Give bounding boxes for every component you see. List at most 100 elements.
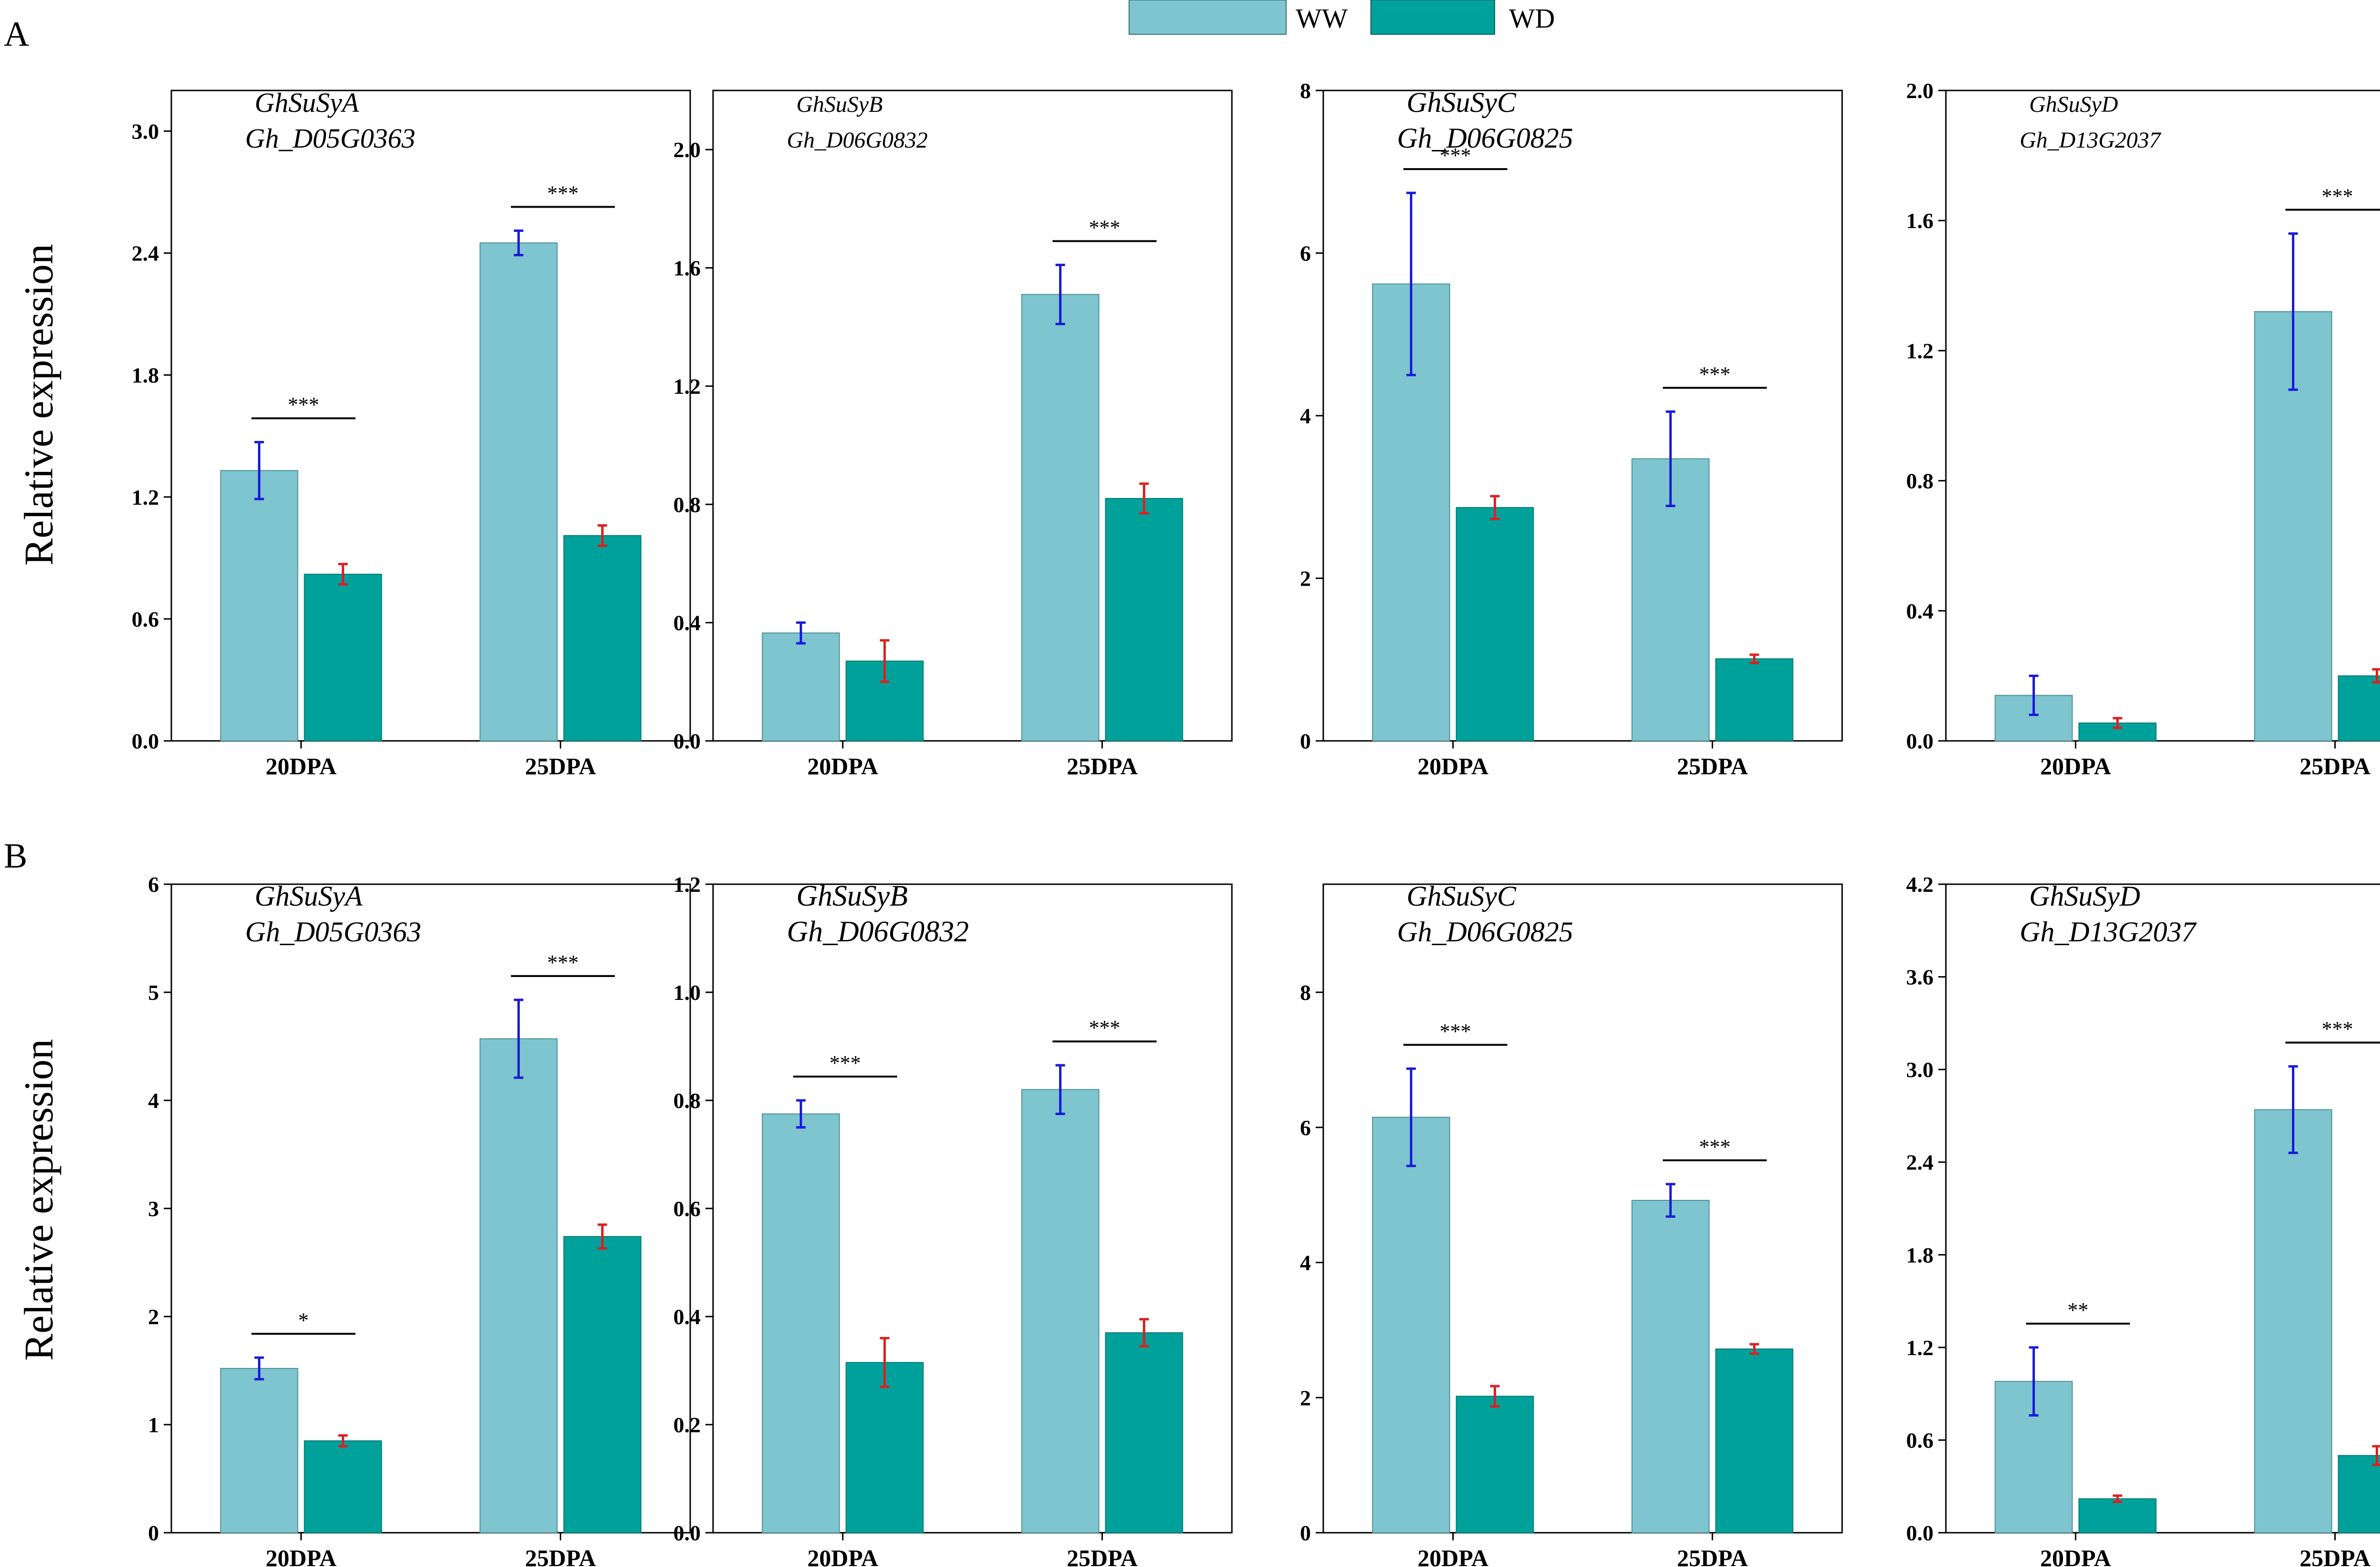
gene-name: GhSuSyB xyxy=(796,92,883,117)
y-tick-label: 0.2 xyxy=(674,1413,701,1437)
ww-bar xyxy=(220,470,298,741)
wd-bar xyxy=(2338,675,2380,742)
x-tick-label: 20DPA xyxy=(2040,1545,2111,1567)
x-tick-label: 20DPA xyxy=(2040,753,2111,779)
wd-bar xyxy=(1456,507,1534,741)
wd-bar xyxy=(563,1236,642,1533)
y-tick-label: 1 xyxy=(148,1413,159,1437)
chart-panel-a-1: 0.0 0.6 1.2 1.8 2.4 3.0 20DPA *** 25DPA *** GhSuSy… xyxy=(132,87,691,779)
y-tick-label: 4 xyxy=(1300,1251,1311,1275)
gene-name: GhSuSyD xyxy=(2029,880,2140,912)
ww-bar xyxy=(479,1038,558,1534)
gene-id: Gh_D13G2037 xyxy=(2020,916,2197,948)
x-tick-label: 25DPA xyxy=(2300,1545,2370,1567)
chart-panels: 0.00.61.21.82.43.020DPA***25DPA***GhSuSy… xyxy=(132,79,2380,1567)
y-tick-label: 0.0 xyxy=(132,729,159,753)
x-tick-label: 25DPA xyxy=(1677,1545,1748,1567)
y-tick-label: 1.2 xyxy=(674,374,701,399)
significance-label: *** xyxy=(2322,185,2353,208)
wd-bar xyxy=(845,660,924,741)
x-tick-label: 20DPA xyxy=(1418,1545,1488,1567)
gene-name: GhSuSyD xyxy=(2029,92,2118,117)
gene-id: Gh_D05G0363 xyxy=(245,916,421,948)
ww-bar xyxy=(220,1367,298,1533)
x-tick-label: 25DPA xyxy=(525,753,596,779)
legend-label-wd: WD xyxy=(1509,3,1555,34)
y-tick-label: 2 xyxy=(1300,567,1311,591)
x-tick-label: 20DPA xyxy=(807,753,878,779)
significance-label: *** xyxy=(830,1051,861,1075)
y-tick-label: 1.0 xyxy=(674,980,701,1005)
y-tick-label: 4 xyxy=(148,1088,159,1113)
plot-frame xyxy=(1945,883,2380,1534)
y-tick-label: 8 xyxy=(1300,79,1311,103)
significance-label: *** xyxy=(1440,144,1471,167)
wd-bar xyxy=(1715,1348,1794,1534)
gene-name: GhSuSyC xyxy=(1407,87,1517,118)
ww-bar xyxy=(479,242,558,741)
chart-panel-b-4: 0.0 0.6 1.2 1.8 2.4 3.0 3.6 4.2 20DPA ** 25DPA *** G… xyxy=(1906,872,2380,1567)
y-tick-label: 3.0 xyxy=(132,119,159,143)
y-tick-label: 3.0 xyxy=(1906,1058,1934,1082)
chart-panel-b-2: 0.0 0.2 0.4 0.6 0.8 1.0 1.2 20DPA *** 25DPA *** GhS… xyxy=(674,872,1233,1567)
y-tick-label: 4.2 xyxy=(1906,872,1934,897)
gene-name: GhSuSyA xyxy=(255,880,363,912)
y-tick-label: 2 xyxy=(1300,1386,1311,1410)
y-tick-label: 1.8 xyxy=(132,363,159,388)
gene-id: Gh_D06G0825 xyxy=(1397,916,1573,948)
ww-bar xyxy=(762,1113,840,1533)
y-tick-label: 0.0 xyxy=(674,1521,701,1545)
y-tick-label: 1.6 xyxy=(674,256,701,280)
y-tick-label: 0.8 xyxy=(1906,469,1934,493)
y-axis-label-row-b: Relative expression xyxy=(16,1039,61,1361)
x-tick-label: 20DPA xyxy=(1418,753,1488,779)
y-tick-label: 0 xyxy=(148,1521,159,1545)
wd-bar xyxy=(1105,498,1183,741)
ww-bar xyxy=(1631,1199,1710,1534)
significance-label: *** xyxy=(1089,216,1121,239)
gene-name: GhSuSyB xyxy=(796,880,908,912)
significance-label: *** xyxy=(2322,1018,2353,1041)
chart-panel-a-2: 0.0 0.4 0.8 1.2 1.6 2.0 20DPA 25DPA *** GhSuSyB Gh… xyxy=(674,90,1233,779)
y-tick-label: 0.6 xyxy=(1906,1428,1934,1452)
y-tick-label: 0.8 xyxy=(674,492,701,517)
chart-panel-b-3: 0 2 4 6 8 20DPA *** 25DPA *** GhSuSyC Gh_D06G0825 xyxy=(1300,880,1843,1567)
chart-panel-b-1: 0 1 2 3 4 5 6 20DPA * 25DPA *** GhSuSyA Gh_D05G0363 xyxy=(148,872,691,1567)
y-tick-label: 0.0 xyxy=(1906,1521,1934,1545)
x-tick-label: 25DPA xyxy=(2300,753,2370,779)
wd-bar xyxy=(563,535,642,741)
y-tick-label: 2.0 xyxy=(674,138,701,162)
ww-bar xyxy=(1021,294,1100,741)
x-tick-label: 25DPA xyxy=(1067,753,1138,779)
legend: WW WD xyxy=(1129,0,1555,35)
significance-label: *** xyxy=(1699,1135,1731,1158)
gene-name: GhSuSyA xyxy=(255,87,359,118)
y-tick-label: 1.2 xyxy=(132,485,159,509)
gene-id: Gh_D06G0825 xyxy=(1397,122,1573,154)
x-tick-label: 20DPA xyxy=(266,753,337,779)
y-tick-label: 1.2 xyxy=(1906,1336,1934,1360)
significance-label: *** xyxy=(1089,1016,1121,1039)
x-tick-label: 25DPA xyxy=(1067,1545,1138,1567)
panel-letter-b: B xyxy=(4,837,27,876)
y-tick-label: 0.0 xyxy=(1906,729,1934,753)
y-tick-label: 0.6 xyxy=(674,1197,701,1221)
ww-bar xyxy=(1372,1117,1450,1533)
wd-bar xyxy=(1105,1332,1183,1534)
y-tick-label: 1.6 xyxy=(1906,209,1934,233)
chart-panel-a-4: 0.0 0.4 0.8 1.2 1.6 2.0 20DPA 25DPA *** GhSuSyD Gh… xyxy=(1906,79,2380,779)
wd-bar xyxy=(1715,658,1794,741)
wd-bar xyxy=(304,1440,382,1534)
wd-bar xyxy=(1456,1396,1534,1534)
legend-swatch-wd xyxy=(1370,0,1495,35)
y-tick-label: 0.8 xyxy=(674,1088,701,1113)
y-tick-label: 0 xyxy=(1300,1521,1311,1545)
y-tick-label: 0.6 xyxy=(132,607,159,631)
y-tick-label: 6 xyxy=(1300,1116,1311,1140)
x-tick-label: 25DPA xyxy=(525,1545,596,1567)
wd-bar xyxy=(2338,1455,2380,1534)
y-tick-label: 0 xyxy=(1300,729,1311,753)
significance-label: * xyxy=(298,1308,309,1332)
gene-name: GhSuSyC xyxy=(1407,880,1517,912)
